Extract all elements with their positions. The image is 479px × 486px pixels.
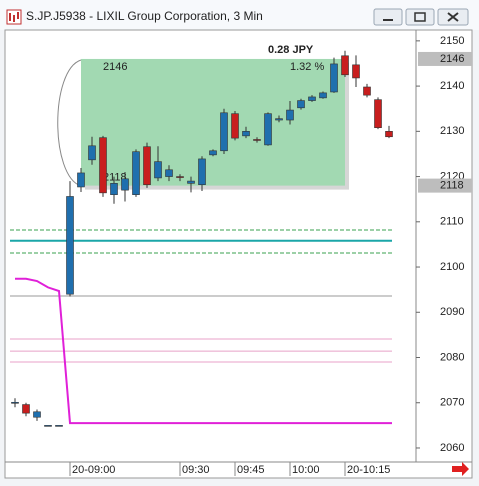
marked-level-label: 2118 — [440, 180, 464, 192]
x-tick-label: 20-09:00 — [72, 464, 115, 476]
candle-body — [198, 158, 206, 186]
candle-body — [165, 169, 173, 177]
x-tick-label: 10:00 — [292, 464, 320, 476]
x-tick-label: 09:45 — [237, 464, 265, 476]
range-arc — [57, 59, 82, 187]
scroll-arrow[interactable] — [452, 462, 469, 476]
candle-body — [22, 404, 30, 414]
candle-body — [374, 99, 382, 129]
y-tick-label: 2090 — [440, 306, 464, 318]
candle-body — [33, 411, 41, 418]
y-tick-label: 2130 — [440, 125, 464, 137]
candle-body — [55, 425, 63, 427]
window-icon — [6, 9, 22, 25]
maximize-button[interactable] — [405, 8, 435, 26]
y-tick-label: 2070 — [440, 397, 464, 409]
candle-body — [209, 150, 217, 156]
candle-body — [44, 425, 52, 427]
y-tick-label: 2150 — [440, 35, 464, 47]
indicator-line — [15, 277, 392, 425]
candle-body — [330, 63, 338, 93]
marked-level-label: 2146 — [440, 53, 464, 65]
candle-body — [187, 180, 195, 184]
candle-body — [242, 131, 250, 137]
candle-body — [297, 100, 305, 109]
candle-body — [220, 112, 228, 152]
range-change: 0.28 JPY — [268, 44, 314, 56]
candle-body — [308, 96, 316, 101]
candle-body — [99, 137, 107, 194]
candle-body — [352, 64, 360, 79]
candle-body — [143, 146, 151, 186]
y-tick-label: 2140 — [440, 80, 464, 92]
candle-body — [154, 161, 162, 179]
candle-body — [264, 113, 272, 146]
candle-body — [363, 86, 371, 96]
candle-body — [88, 145, 96, 161]
range-bottom-label: 2118 — [103, 172, 127, 184]
y-tick-label: 2080 — [440, 351, 464, 363]
candle-body — [385, 131, 393, 138]
candle-body — [176, 176, 184, 178]
y-tick-label: 2100 — [440, 261, 464, 273]
candle-body — [11, 401, 19, 404]
marked-level-box — [418, 51, 472, 66]
window-title: S.JP.J5938 - LIXIL Group Corporation, 3 … — [26, 9, 263, 23]
candle-body — [121, 178, 129, 191]
candle-body — [231, 113, 239, 139]
candle-body — [253, 139, 261, 141]
candle-body — [132, 151, 140, 195]
candle-body — [110, 183, 118, 195]
candle-body — [66, 196, 74, 295]
marked-level-box — [418, 178, 472, 193]
x-tick-label: 20-10:15 — [347, 464, 390, 476]
candle-body — [286, 109, 294, 121]
candle-body — [275, 118, 283, 121]
range-box — [81, 58, 345, 186]
candle-body — [341, 55, 349, 76]
range-top-label: 2146 — [103, 61, 127, 73]
close-button[interactable] — [437, 8, 469, 26]
minimize-button[interactable] — [373, 8, 403, 26]
candle-body — [77, 172, 85, 188]
y-tick-label: 2060 — [440, 442, 464, 454]
y-tick-label: 2110 — [440, 216, 464, 228]
range-change-pct: 1.32 % — [290, 61, 324, 73]
candle-body — [319, 92, 327, 99]
x-tick-label: 09:30 — [182, 464, 210, 476]
